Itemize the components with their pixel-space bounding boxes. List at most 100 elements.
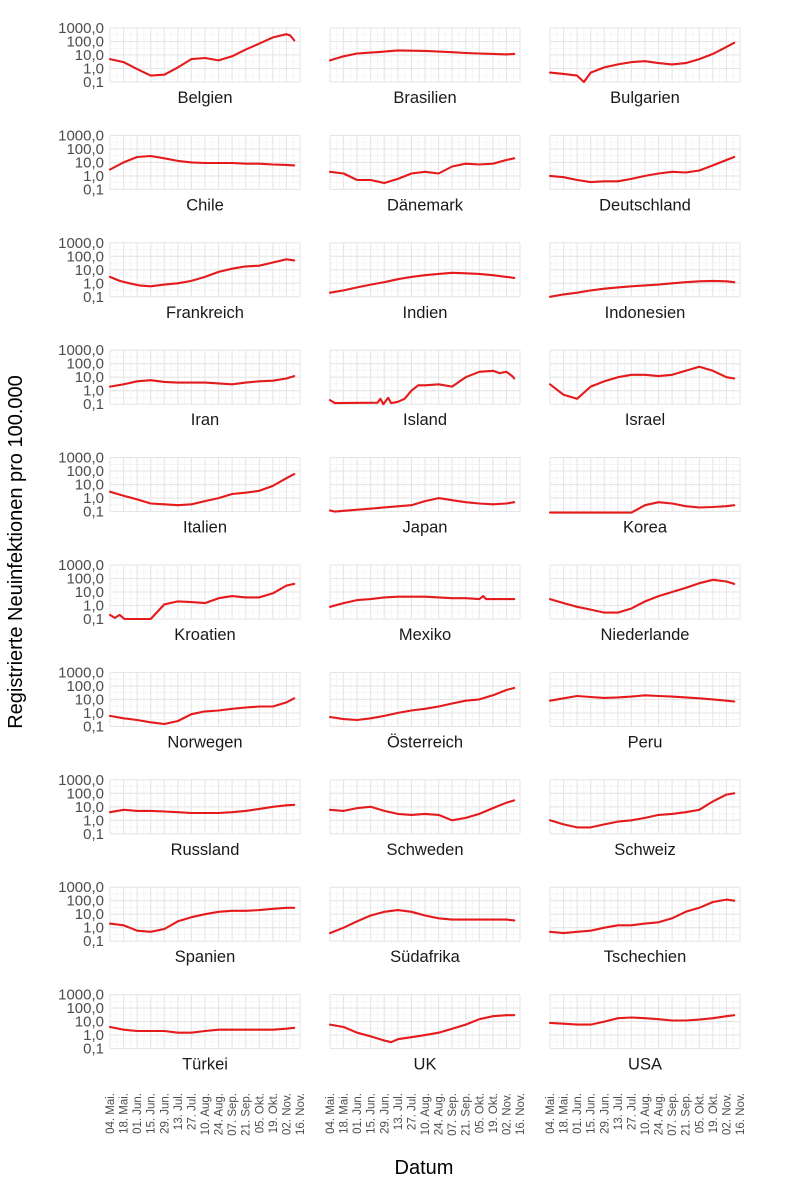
- y-tick-label: 0,1: [83, 933, 104, 950]
- facet-panel: Israel: [548, 349, 741, 429]
- series-line: [548, 501, 736, 514]
- facet-label: Deutschland: [599, 196, 691, 214]
- facet-panel: Indonesien: [548, 242, 741, 322]
- facet-label: Spanien: [175, 948, 236, 966]
- y-tick-label: 1000,0: [58, 20, 104, 37]
- y-tick-label: 1000,0: [58, 987, 104, 1004]
- facet-label: Südafrika: [390, 948, 461, 966]
- facet-panel: Bulgarien: [548, 27, 741, 107]
- series-line: [328, 369, 516, 406]
- y-tick-label: 10,0: [75, 154, 104, 171]
- facet-label: Tschechien: [604, 948, 687, 966]
- x-tick-label: 05. Okt.: [694, 1093, 706, 1133]
- facet-label: Österreich: [387, 733, 463, 751]
- series-line: [328, 49, 516, 62]
- series-line: [108, 375, 296, 388]
- facet-panel: Korea: [548, 457, 741, 537]
- series-line: [108, 154, 296, 171]
- facet-panel: Österreich: [328, 671, 521, 751]
- y-tick-label: 100,0: [66, 678, 104, 695]
- y-tick-label: 10,0: [75, 477, 104, 494]
- y-tick-label: 1,0: [83, 598, 104, 615]
- facet-panel: Schweiz: [548, 779, 741, 859]
- series-line: [548, 1014, 736, 1026]
- series-line: [108, 258, 296, 288]
- facet-label: Iran: [191, 411, 219, 429]
- y-tick-label: 100,0: [66, 571, 104, 588]
- x-tick-label: 18. Mai.: [119, 1093, 131, 1134]
- y-tick-label: 1,0: [83, 1027, 104, 1044]
- x-tick-label: 29. Jun.: [599, 1093, 611, 1134]
- y-tick-label: 100,0: [66, 141, 104, 158]
- series-line: [108, 33, 296, 77]
- y-tick-label: 100,0: [66, 463, 104, 480]
- series-line: [548, 155, 736, 184]
- x-tick-label: 16. Nov.: [735, 1093, 747, 1135]
- y-tick-label: 0,1: [83, 826, 104, 843]
- x-tick-label: 29. Jun.: [379, 1093, 391, 1134]
- x-tick-label: 04. Mai.: [105, 1093, 117, 1134]
- facet-label: Chile: [186, 196, 224, 214]
- y-tick-label: 10,0: [75, 691, 104, 708]
- facet-label: USA: [628, 1056, 662, 1074]
- facet-label: Indonesien: [605, 304, 686, 322]
- y-tick-label: 0,1: [83, 74, 104, 91]
- y-tick-label: 1,0: [83, 812, 104, 829]
- y-tick-label: 1,0: [83, 490, 104, 507]
- y-tick-label: 1000,0: [58, 127, 104, 144]
- series-line: [328, 909, 516, 935]
- y-tick-label: 100,0: [66, 1000, 104, 1017]
- y-tick-label: 10,0: [75, 369, 104, 386]
- y-tick-label: 0,1: [83, 1041, 104, 1058]
- facet-label: Korea: [623, 519, 668, 537]
- series-line: [108, 906, 296, 933]
- x-tick-label: 05. Okt.: [254, 1093, 266, 1133]
- facet-label: Mexiko: [399, 626, 451, 644]
- x-tick-label: 02. Nov.: [501, 1093, 513, 1135]
- x-tick-label: 19. Okt.: [268, 1093, 280, 1133]
- y-tick-label: 10,0: [75, 47, 104, 64]
- x-tick-label: 10. Aug.: [640, 1093, 652, 1135]
- x-tick-label: 24. Aug.: [654, 1093, 666, 1135]
- series-line: [328, 157, 516, 185]
- facet-label: Frankreich: [166, 304, 244, 322]
- x-tick-label: 24. Aug.: [434, 1093, 446, 1135]
- x-tick-label: 18. Mai.: [339, 1093, 351, 1134]
- y-tick-label: 1000,0: [58, 450, 104, 467]
- y-axis-title: Registrierte Neuinfektionen pro 100.000: [5, 375, 27, 729]
- x-tick-label: 07. Sep.: [667, 1093, 679, 1136]
- x-tick-label: 02. Nov.: [721, 1093, 733, 1135]
- series-line: [548, 279, 736, 298]
- facet-panel: Brasilien: [328, 27, 521, 107]
- y-tick-label: 1,0: [83, 705, 104, 722]
- x-tick-label: 10. Aug.: [420, 1093, 432, 1135]
- x-tick-label: 19. Okt.: [708, 1093, 720, 1133]
- y-tick-label: 10,0: [75, 584, 104, 601]
- series-line: [548, 578, 736, 614]
- facet-panel: Mexiko: [328, 564, 521, 644]
- facet-panel: USA: [548, 994, 741, 1074]
- x-tick-label: 15. Jun.: [366, 1093, 378, 1134]
- facet-label: Russland: [171, 841, 240, 859]
- y-tick-label: 0,1: [83, 611, 104, 628]
- series-line: [108, 582, 296, 621]
- facet-label: Norwegen: [167, 733, 242, 751]
- y-tick-label: 0,1: [83, 396, 104, 413]
- y-tick-label: 1000,0: [58, 772, 104, 789]
- y-tick-label: 0,1: [83, 289, 104, 306]
- x-axis-ticks: 04. Mai. 18. Mai. 01. Jun. 15. Jun. 29. Jun.…: [105, 1093, 747, 1136]
- x-tick-label: 10. Aug.: [200, 1093, 212, 1135]
- x-tick-label: 13. Jul.: [173, 1093, 185, 1130]
- facet-label: Island: [403, 411, 447, 429]
- facet-label: Peru: [628, 733, 663, 751]
- x-tick-label: 27. Jul.: [626, 1093, 638, 1130]
- x-tick-label: 02. Nov.: [281, 1093, 293, 1135]
